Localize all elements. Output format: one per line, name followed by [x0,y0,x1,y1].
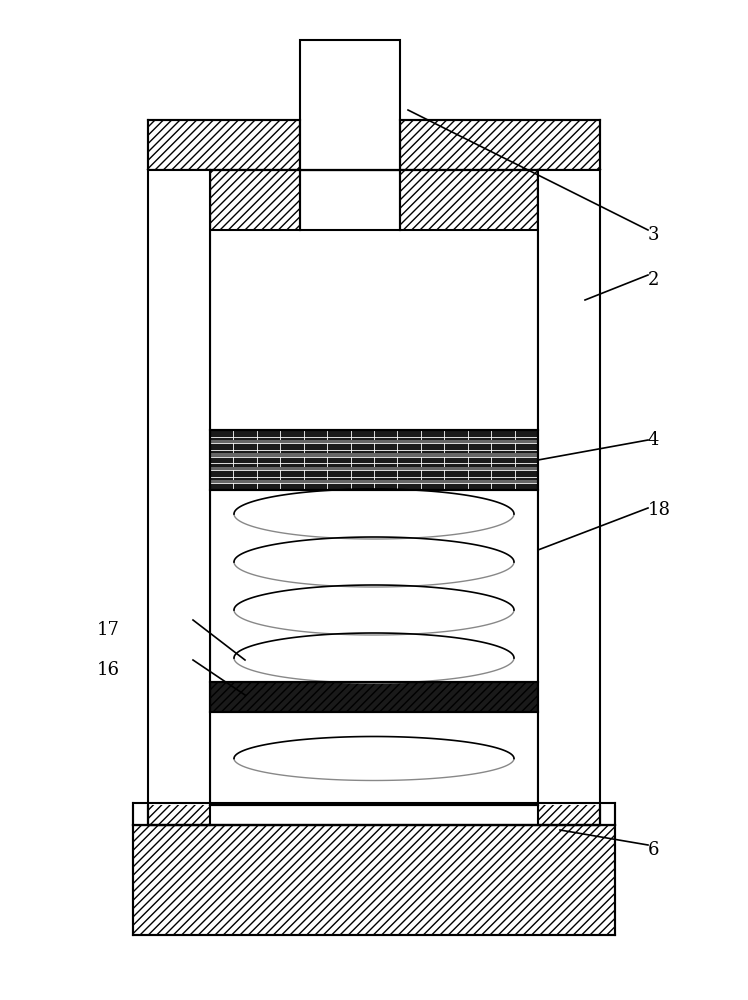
Bar [133,803,615,825]
Bar [538,170,748,805]
Bar [538,170,600,825]
Bar [300,40,400,170]
Bar [210,682,538,712]
Bar [400,170,538,230]
Text: 6: 6 [648,841,660,859]
Bar [133,825,615,935]
Bar [210,170,538,805]
Text: 17: 17 [97,621,120,639]
Bar [400,120,600,170]
Text: 4: 4 [648,431,660,449]
Bar [210,480,538,483]
Bar [210,430,538,490]
Bar [210,170,300,230]
Bar [210,467,538,470]
Text: 3: 3 [648,226,660,244]
Bar [0,170,210,805]
Bar [210,453,538,457]
Bar [148,120,300,170]
Text: 18: 18 [648,501,671,519]
Bar [148,170,210,825]
Text: 16: 16 [97,661,120,679]
Text: 2: 2 [648,271,660,289]
Bar [300,120,400,170]
Bar [210,440,538,443]
